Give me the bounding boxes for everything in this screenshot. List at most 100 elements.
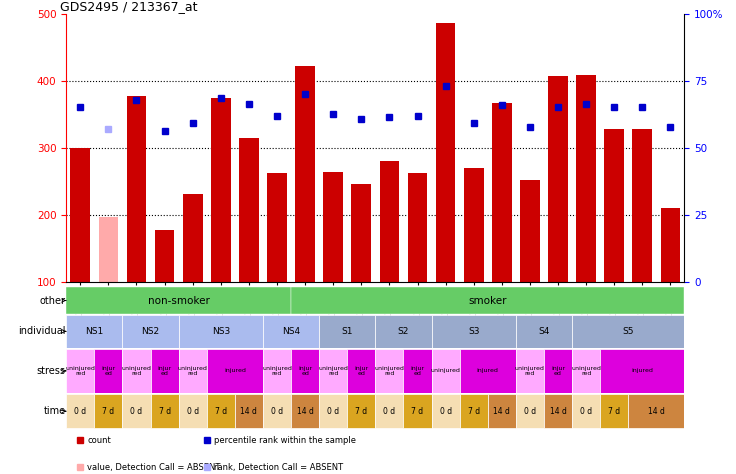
Bar: [516, 394, 544, 428]
Text: 7 d: 7 d: [467, 407, 480, 416]
Text: smoker: smoker: [469, 295, 507, 306]
Bar: [291, 287, 684, 314]
Text: value, Detection Call = ABSENT: value, Detection Call = ABSENT: [88, 463, 221, 472]
Bar: [291, 394, 319, 428]
Text: 0 d: 0 d: [74, 407, 86, 416]
Text: 0 d: 0 d: [130, 407, 143, 416]
Bar: [464, 167, 484, 282]
Text: NS1: NS1: [85, 327, 104, 336]
Bar: [151, 349, 179, 392]
Text: S2: S2: [397, 327, 409, 336]
Text: individual: individual: [18, 326, 66, 337]
Bar: [295, 66, 315, 282]
Bar: [375, 394, 403, 428]
Bar: [352, 183, 371, 282]
Bar: [179, 349, 207, 392]
Text: 14 d: 14 d: [241, 407, 258, 416]
Text: injur
ed: injur ed: [551, 366, 565, 376]
Bar: [576, 75, 596, 282]
Text: percentile rank within the sample: percentile rank within the sample: [213, 436, 355, 445]
Bar: [632, 129, 652, 282]
Text: 14 d: 14 d: [493, 407, 510, 416]
Bar: [127, 96, 146, 282]
Text: S5: S5: [623, 327, 634, 336]
Bar: [544, 394, 572, 428]
Bar: [323, 172, 343, 282]
Text: uninjured
red: uninjured red: [318, 366, 348, 376]
Text: injur
ed: injur ed: [102, 366, 116, 376]
Text: uninjured
red: uninjured red: [515, 366, 545, 376]
Bar: [319, 315, 375, 348]
Text: injur
ed: injur ed: [158, 366, 171, 376]
Text: 0 d: 0 d: [383, 407, 395, 416]
Bar: [263, 394, 291, 428]
Text: 0 d: 0 d: [187, 407, 199, 416]
Bar: [239, 138, 259, 282]
Text: uninjured
red: uninjured red: [121, 366, 152, 376]
Bar: [183, 194, 202, 282]
Bar: [488, 394, 516, 428]
Bar: [319, 349, 347, 392]
Bar: [347, 394, 375, 428]
Bar: [319, 394, 347, 428]
Text: uninjured
red: uninjured red: [571, 366, 601, 376]
Bar: [544, 349, 572, 392]
Bar: [604, 129, 624, 282]
Bar: [66, 394, 94, 428]
Text: uninjured: uninjured: [431, 368, 461, 374]
Text: NS4: NS4: [282, 327, 300, 336]
Bar: [122, 315, 179, 348]
Bar: [94, 349, 122, 392]
Bar: [151, 394, 179, 428]
Bar: [179, 315, 263, 348]
Bar: [516, 315, 572, 348]
Text: stress: stress: [37, 366, 66, 376]
Bar: [66, 287, 291, 314]
Bar: [375, 349, 403, 392]
Bar: [291, 349, 319, 392]
Text: S1: S1: [342, 327, 353, 336]
Bar: [179, 394, 207, 428]
Bar: [572, 315, 684, 348]
Bar: [600, 349, 684, 392]
Bar: [122, 349, 151, 392]
Bar: [460, 394, 488, 428]
Text: uninjured
red: uninjured red: [375, 366, 404, 376]
Text: rank, Detection Call = ABSENT: rank, Detection Call = ABSENT: [213, 463, 343, 472]
Text: time: time: [43, 406, 66, 416]
Text: non-smoker: non-smoker: [148, 295, 210, 306]
Bar: [155, 230, 174, 282]
Text: injured: injured: [631, 368, 654, 374]
Bar: [431, 394, 460, 428]
Bar: [431, 315, 516, 348]
Text: 7 d: 7 d: [608, 407, 620, 416]
Text: 0 d: 0 d: [271, 407, 283, 416]
Text: 7 d: 7 d: [355, 407, 367, 416]
Bar: [572, 349, 600, 392]
Bar: [66, 315, 122, 348]
Bar: [263, 315, 319, 348]
Text: uninjured
red: uninjured red: [178, 366, 208, 376]
Bar: [267, 173, 287, 282]
Text: 14 d: 14 d: [648, 407, 665, 416]
Text: uninjured
red: uninjured red: [66, 366, 95, 376]
Bar: [408, 173, 428, 282]
Text: count: count: [88, 436, 111, 445]
Bar: [207, 349, 263, 392]
Bar: [99, 217, 118, 282]
Bar: [94, 394, 122, 428]
Text: S4: S4: [538, 327, 550, 336]
Text: 7 d: 7 d: [411, 407, 424, 416]
Bar: [436, 23, 456, 282]
Bar: [431, 349, 460, 392]
Text: injured: injured: [224, 368, 246, 374]
Bar: [520, 180, 539, 282]
Text: 7 d: 7 d: [102, 407, 115, 416]
Bar: [548, 76, 568, 282]
Text: other: other: [40, 295, 66, 306]
Text: uninjured
red: uninjured red: [262, 366, 292, 376]
Text: NS3: NS3: [212, 327, 230, 336]
Text: injured: injured: [477, 368, 499, 374]
Bar: [211, 98, 230, 282]
Bar: [375, 315, 431, 348]
